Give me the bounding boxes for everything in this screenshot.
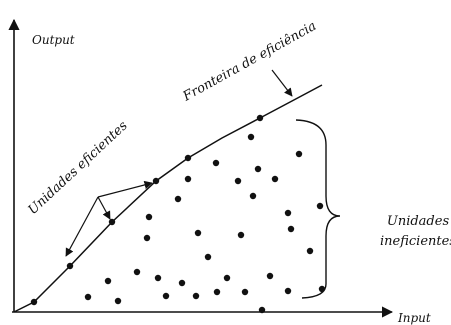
- inefficient-unit-dot: [271, 175, 279, 183]
- inefficient-unit-dot: [178, 279, 186, 287]
- efficient-unit-dot: [66, 262, 74, 270]
- inefficient-unit-dot: [194, 229, 202, 237]
- inefficient-unit-dot: [145, 213, 153, 221]
- y-axis-label: Output: [32, 33, 75, 47]
- inefficient-unit-dot: [104, 277, 112, 285]
- inefficient-unit-dot: [223, 274, 231, 282]
- inefficient-unit-dot: [266, 272, 274, 280]
- efficient-unit-dot: [256, 114, 264, 122]
- inefficient-unit-dot: [254, 165, 262, 173]
- inefficient-unit-dot: [306, 247, 314, 255]
- inefficient-unit-dot: [143, 234, 151, 242]
- inefficient-unit-dot: [234, 177, 242, 185]
- inefficient-unit-dot: [84, 293, 92, 301]
- frontier-arrow: [271, 69, 293, 97]
- inefficient-unit-dot: [287, 225, 295, 233]
- inefficient-units-label-line1: Unidades: [387, 214, 450, 229]
- inefficient-unit-dot: [284, 209, 292, 217]
- inefficient-unit-dot: [114, 297, 122, 305]
- inefficient-unit-dot: [192, 292, 200, 300]
- frontier-label: Fronteira de eficiência: [180, 19, 319, 105]
- efficient-unit-dot: [184, 154, 192, 162]
- inefficient-unit-dot: [213, 288, 221, 296]
- inefficient-brace: [295, 119, 341, 299]
- efficient-unit-dot: [108, 218, 116, 226]
- units-dots: [30, 114, 326, 314]
- efficient-arrow-3: [65, 196, 99, 257]
- efficiency-frontier-curve: [13, 84, 323, 313]
- inefficient-unit-dot: [237, 231, 245, 239]
- inefficient-unit-dot: [249, 192, 257, 200]
- efficient-unit-dot: [152, 177, 160, 185]
- inefficient-unit-dot: [258, 306, 266, 314]
- efficient-arrow-2: [97, 196, 111, 220]
- inefficient-unit-dot: [318, 285, 326, 293]
- efficient-units-label: Unidades eficientes: [25, 118, 130, 218]
- inefficient-unit-dot: [212, 159, 220, 167]
- inefficient-unit-dot: [133, 268, 141, 276]
- inefficient-unit-dot: [154, 274, 162, 282]
- inefficient-unit-dot: [184, 175, 192, 183]
- x-axis-label: Input: [397, 311, 431, 325]
- efficient-arrow-1: [97, 180, 153, 198]
- inefficient-units-label-line2: ineficientes: [380, 234, 451, 249]
- inefficient-unit-dot: [204, 253, 212, 261]
- inefficient-unit-dot: [162, 292, 170, 300]
- inefficient-unit-dot: [241, 288, 249, 296]
- inefficient-unit-dot: [295, 150, 303, 158]
- efficient-unit-dot: [30, 298, 38, 306]
- inefficient-unit-dot: [316, 202, 324, 210]
- inefficient-unit-dot: [174, 195, 182, 203]
- inefficient-unit-dot: [284, 287, 292, 295]
- inefficient-unit-dot: [247, 133, 255, 141]
